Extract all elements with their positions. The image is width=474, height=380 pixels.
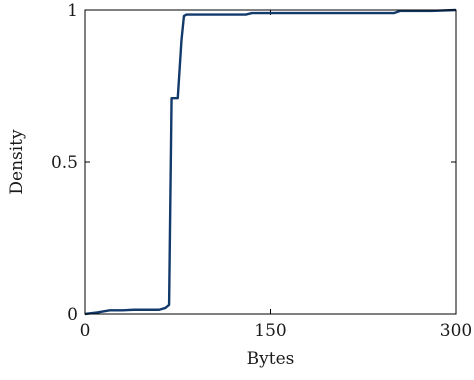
x-axis-label: Bytes xyxy=(247,349,295,369)
x-tick-label: 300 xyxy=(440,321,472,341)
y-tick-label: 1 xyxy=(67,1,78,21)
y-tick-label: 0.5 xyxy=(51,153,78,173)
y-tick-label: 0 xyxy=(67,305,78,325)
x-tick-label: 150 xyxy=(254,321,286,341)
y-axis-label: Density xyxy=(7,129,27,195)
series-line-0 xyxy=(84,8,457,316)
x-tick-label: 0 xyxy=(80,321,91,341)
series-layer xyxy=(84,8,457,316)
tick-labels: 0 150 300 0 0.5 1 xyxy=(51,1,472,341)
plot-frame xyxy=(84,9,457,315)
tick-layer xyxy=(84,9,457,315)
